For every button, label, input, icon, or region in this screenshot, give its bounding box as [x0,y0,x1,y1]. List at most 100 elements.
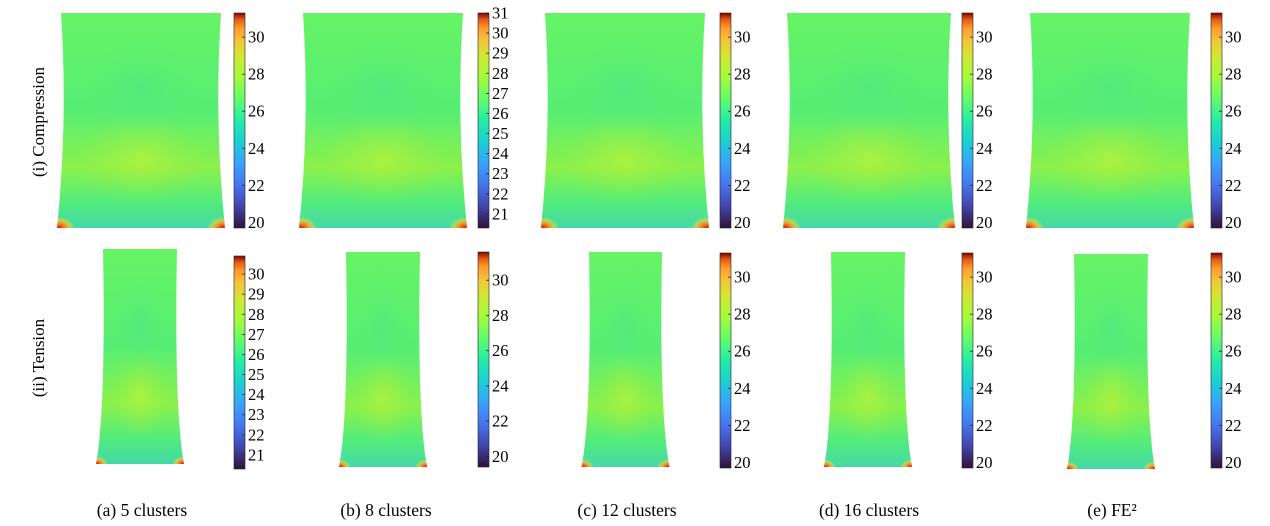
colorbar-tick-label: 25 [248,365,265,384]
colorbar: 20 22 24 26 28 30 [1210,252,1242,472]
colorbar-tick-label: 24 [976,379,993,398]
contour-field [824,252,912,467]
row-label-tension: (ii) Tension [29,318,48,397]
colorbar-tick-label: 22 [734,176,751,195]
contour-field [1067,254,1155,469]
colorbar-gradient [1210,252,1223,469]
colorbar-tick-label: 26 [492,341,509,360]
caption-16-clusters: (d) 16 clusters [819,500,919,520]
colorbar-tick-label: 30 [1225,268,1242,287]
panel-compression-5-clusters: 20 22 24 26 28 30 [57,12,265,232]
colorbar-tick: 28 [970,65,993,84]
colorbar-gradient [961,12,974,229]
colorbar-tick: 29 [242,285,265,304]
colorbar-tick-label: 21 [248,445,265,464]
colorbar-tick-label: 20 [492,447,509,466]
colorbar-tick: 22 [728,416,751,435]
colorbar-tick-label: 22 [976,416,993,435]
colorbar-tick-label: 28 [492,306,509,325]
panel-compression-16-clusters: 20 22 24 26 28 30 [783,12,993,232]
colorbar-tick-label: 23 [492,164,509,183]
colorbar-gradient [477,12,490,229]
panel-tension-8-clusters: 20 22 24 26 28 30 [339,251,509,468]
colorbar-tick-label: 22 [976,176,993,195]
colorbar-tick-label: 28 [976,65,993,84]
colorbar-tick: 22 [1219,416,1242,435]
colorbar-tick: 24 [242,139,265,158]
colorbar-tick: 24 [1219,139,1242,158]
colorbar-tick-label: 24 [1225,379,1242,398]
contour-field [96,249,184,464]
contour-field [339,252,427,467]
colorbar-tick: 28 [242,305,265,324]
caption-8-clusters: (b) 8 clusters [340,500,432,520]
colorbar-tick-label: 22 [492,412,509,431]
panel-compression-12-clusters: 20 22 24 26 28 30 [541,12,751,232]
panel-tension-16-clusters: 20 22 24 26 28 30 [824,252,993,472]
colorbar-tick-label: 20 [976,453,993,472]
colorbar-tick-label: 30 [248,265,265,284]
colorbar-tick-label: 30 [1225,28,1242,47]
colorbar-tick-label: 30 [734,28,751,47]
colorbar-tick: 26 [242,345,265,364]
colorbar-tick: 30 [1219,28,1242,47]
colorbar-tick: 26 [970,342,993,361]
row-labels: (i) Compression (ii) Tension [29,66,48,397]
colorbar-tick: 22 [1219,176,1242,195]
colorbar-tick: 20 [970,453,993,472]
colorbar-tick: 26 [728,102,751,121]
colorbar-tick: 26 [486,104,509,123]
colorbar-tick-label: 28 [1225,65,1242,84]
colorbar-tick-label: 28 [248,305,265,324]
colorbar-tick-label: 20 [1225,213,1242,232]
colorbar-tick-label: 22 [734,416,751,435]
colorbar-tick: 21 [242,445,265,464]
colorbar-tick: 28 [728,65,751,84]
colorbar-tick: 30 [728,268,751,287]
colorbar-tick: 27 [242,325,265,344]
colorbar-tick: 26 [1219,342,1242,361]
colorbar-gradient [477,251,490,468]
colorbar-tick: 30 [728,28,751,47]
colorbar: 20 22 24 26 28 30 [477,251,509,468]
colorbar-tick: 24 [728,379,751,398]
colorbar-tick: 24 [728,139,751,158]
colorbar-tick-label: 21 [492,204,509,223]
contour-field [783,13,955,228]
colorbar-tick: 26 [970,102,993,121]
panel-tension-fe2: 20 22 24 26 28 30 [1067,252,1242,472]
colorbar-tick-label: 28 [1225,305,1242,324]
colorbar-tick-label: 31 [492,4,509,23]
colorbar-tick: 22 [486,184,509,203]
colorbar-tick: 30 [1219,268,1242,287]
contour-panels: 2022242628302122232425262728293031202224… [57,4,1242,472]
colorbar-tick: 30 [486,24,509,43]
column-captions: (a) 5 clusters (b) 8 clusters (c) 12 clu… [97,500,1137,520]
colorbar-tick: 27 [486,84,509,103]
colorbar-tick-label: 28 [976,305,993,324]
row-label-compression: (i) Compression [29,66,48,177]
colorbar-tick-label: 22 [248,425,265,444]
colorbar-tick-label: 25 [492,124,509,143]
contour-field [299,13,467,228]
colorbar-tick: 28 [242,65,265,84]
colorbar-tick-label: 28 [248,65,265,84]
colorbar-gradient [719,252,732,469]
colorbar-tick: 29 [486,44,509,63]
colorbar-tick-label: 22 [248,176,265,195]
colorbar-tick: 30 [242,265,265,284]
colorbar-tick: 26 [1219,102,1242,121]
colorbar-tick-label: 20 [734,213,751,232]
colorbar-tick: 28 [486,306,509,325]
colorbar-tick: 20 [970,213,993,232]
colorbar: 20 22 24 26 28 30 [961,252,993,472]
colorbar-tick-label: 20 [734,453,751,472]
colorbar-tick-label: 28 [734,65,751,84]
contour-field [57,13,225,228]
colorbar-tick: 25 [486,124,509,143]
colorbar-gradient [719,12,732,229]
